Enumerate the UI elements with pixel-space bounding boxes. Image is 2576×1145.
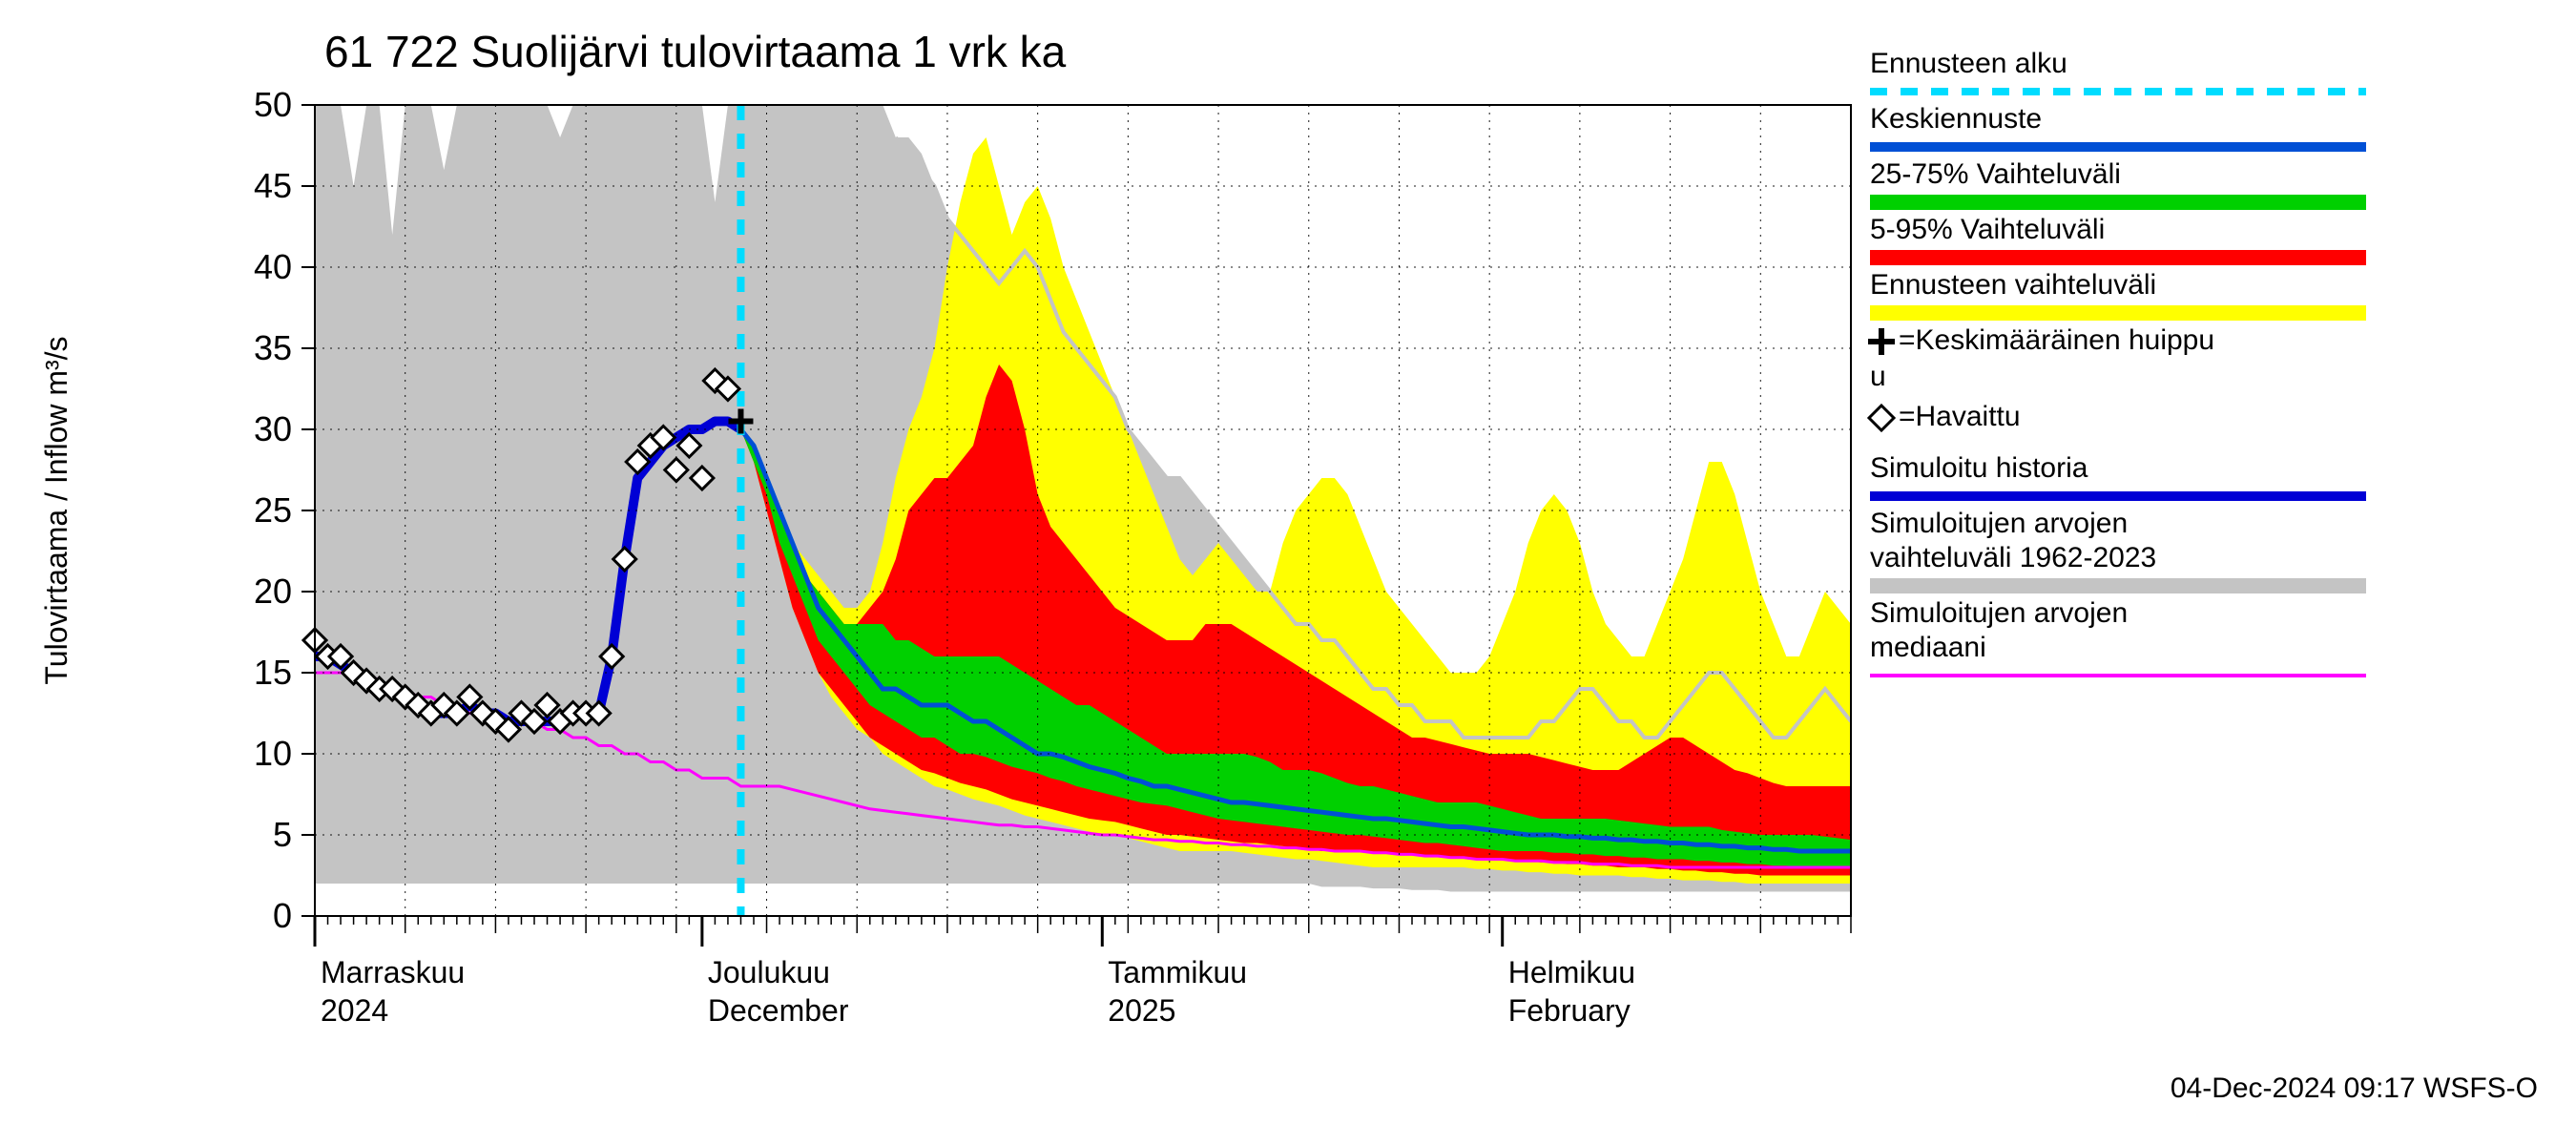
legend-label: Ennusteen vaihteluväli [1870,269,2156,301]
svg-text:35: 35 [254,328,292,367]
legend-label: =Havaittu [1899,401,2021,432]
legend: Ennusteen alku Keskiennuste 25-75% Vaihtel… [1868,48,2366,676]
legend-label: Simuloitujen arvojen [1870,597,2128,629]
svg-text:5: 5 [273,815,292,854]
svg-text:20: 20 [254,572,292,611]
legend-label: Simuloitujen arvojen [1870,508,2128,539]
legend-label: Ennusteen alku [1870,48,2067,79]
inflow-forecast-chart: 05101520253035404550Marraskuu2024Jouluku… [0,0,2576,1145]
svg-text:10: 10 [254,734,292,773]
month-sublabel: December [708,993,849,1028]
timestamp: 04-Dec-2024 09:17 WSFS-O [2171,1072,2538,1104]
legend-label: Simuloitu historia [1870,452,2088,484]
month-label: Marraskuu [321,955,465,989]
svg-text:u: u [1870,361,1886,392]
y-axis-label: Tulovirtaama / Inflow m³/s [39,336,73,684]
month-label: Tammikuu [1108,955,1247,989]
month-sublabel: 2024 [321,993,388,1028]
legend-label: =Keskimääräinen huippu [1899,324,2214,356]
chart-title: 61 722 Suolijärvi tulovirtaama 1 vrk ka [324,27,1067,76]
svg-text:30: 30 [254,409,292,448]
legend-label: 25-75% Vaihteluväli [1870,158,2121,190]
month-sublabel: February [1508,993,1631,1028]
svg-text:25: 25 [254,490,292,530]
month-label: Helmikuu [1508,955,1635,989]
svg-text:15: 15 [254,653,292,692]
svg-text:50: 50 [254,85,292,124]
svg-text:40: 40 [254,247,292,286]
svg-text:vaihteluväli 1962-2023: vaihteluväli 1962-2023 [1870,542,2156,573]
svg-text:0: 0 [273,896,292,935]
month-label: Joulukuu [708,955,830,989]
svg-text:45: 45 [254,166,292,205]
month-sublabel: 2025 [1108,993,1175,1028]
legend-label: Keskiennuste [1870,103,2042,135]
svg-text:mediaani: mediaani [1870,632,1986,663]
legend-label: 5-95% Vaihteluväli [1870,214,2105,245]
